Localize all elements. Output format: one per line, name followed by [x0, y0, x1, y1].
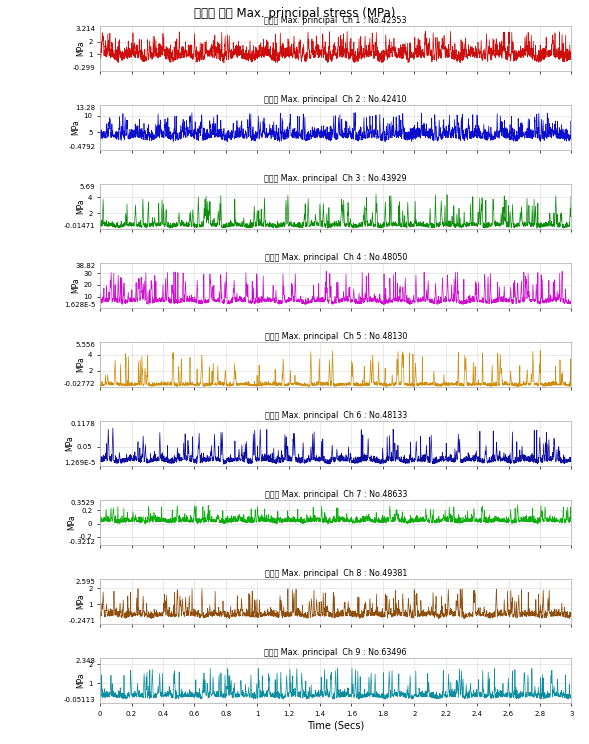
Text: -0.3212: -0.3212	[68, 539, 95, 545]
Text: 3.214: 3.214	[75, 26, 95, 32]
Title: 분기기 Max. principal  Ch 1 : No.42353: 분기기 Max. principal Ch 1 : No.42353	[264, 16, 407, 25]
Text: 2.348: 2.348	[75, 658, 95, 664]
Text: 1.269E-5: 1.269E-5	[64, 460, 95, 466]
Title: 분기기 Max. principal  Ch 4 : No.48050: 분기기 Max. principal Ch 4 : No.48050	[264, 253, 407, 262]
Title: 분기기 Max. principal  Ch 3 : No.43929: 분기기 Max. principal Ch 3 : No.43929	[264, 174, 407, 183]
Title: 분기기 Max. principal  Ch 6 : No.48133: 분기기 Max. principal Ch 6 : No.48133	[264, 411, 407, 420]
Y-axis label: MPa: MPa	[65, 436, 74, 452]
Y-axis label: MPa: MPa	[76, 41, 85, 57]
Text: -0.05113: -0.05113	[64, 697, 95, 703]
Text: 1.628E-5: 1.628E-5	[64, 302, 95, 308]
Text: 5.69: 5.69	[80, 184, 95, 190]
Y-axis label: MPa: MPa	[77, 199, 85, 214]
Y-axis label: MPa: MPa	[72, 278, 81, 293]
Text: -0.02772: -0.02772	[64, 381, 95, 387]
Text: -0.299: -0.299	[73, 65, 95, 71]
Y-axis label: MPa: MPa	[76, 673, 85, 688]
Title: 분기기 Max. principal  Ch 5 : No.48130: 분기기 Max. principal Ch 5 : No.48130	[264, 333, 407, 341]
Y-axis label: MPa: MPa	[76, 594, 85, 609]
Text: 0.1178: 0.1178	[71, 421, 95, 427]
Title: 분기기 Max. principal  Ch 9 : No.63496: 분기기 Max. principal Ch 9 : No.63496	[264, 648, 407, 657]
Title: 분기기 Max. principal  Ch 7 : No.48633: 분기기 Max. principal Ch 7 : No.48633	[264, 490, 407, 499]
Text: -0.01471: -0.01471	[64, 223, 95, 229]
Text: 38.82: 38.82	[75, 263, 95, 269]
Text: 5.556: 5.556	[75, 342, 95, 348]
Text: 2.595: 2.595	[75, 579, 95, 585]
Text: 13.28: 13.28	[75, 105, 95, 111]
Text: 분기기 통과 Max. principal stress (MPa): 분기기 통과 Max. principal stress (MPa)	[194, 7, 395, 20]
Text: 0.3529: 0.3529	[71, 500, 95, 506]
Y-axis label: MPa: MPa	[67, 515, 76, 530]
Title: 분기기 Max. principal  Ch 2 : No.42410: 분기기 Max. principal Ch 2 : No.42410	[264, 95, 407, 104]
Y-axis label: MPa: MPa	[72, 120, 81, 135]
Text: -0.2471: -0.2471	[68, 618, 95, 624]
Title: 분기기 Max. principal  Ch 8 : No.49381: 분기기 Max. principal Ch 8 : No.49381	[264, 569, 407, 578]
Text: -0.4792: -0.4792	[68, 144, 95, 150]
Y-axis label: MPa: MPa	[77, 356, 85, 373]
X-axis label: Time (Secs): Time (Secs)	[307, 721, 365, 731]
